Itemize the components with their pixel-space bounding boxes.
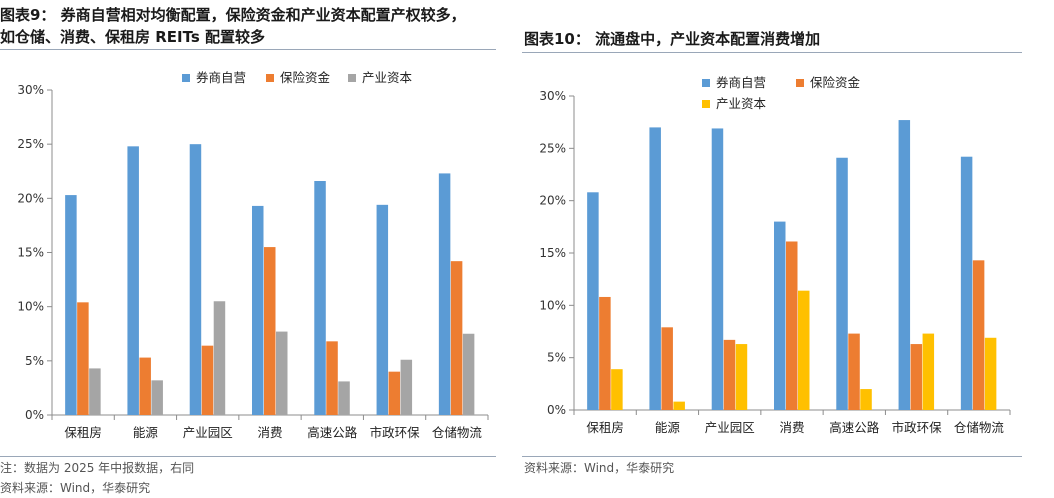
bar (264, 247, 276, 415)
chart-title-line1: 图表9： 券商自营相对均衡配置，保险资金和产业资本配置产权较多， (0, 6, 466, 24)
bar (735, 344, 748, 410)
bar (848, 333, 860, 410)
x-tick-label: 保租房 (586, 420, 624, 435)
chart-title: 图表10： 流通盘中，产业资本配置消费增加 (524, 30, 821, 48)
x-tick-label: 市政环保 (370, 425, 421, 440)
legend-swatch (702, 100, 710, 108)
bar (314, 181, 326, 415)
bar (798, 290, 810, 410)
y-tick-label: 20% (17, 191, 44, 205)
bar (213, 301, 226, 415)
bar (189, 144, 202, 415)
bar (898, 120, 911, 410)
bar (922, 333, 935, 410)
bar (972, 260, 985, 410)
bar (723, 339, 736, 410)
bar (661, 327, 673, 410)
bar (462, 333, 475, 415)
y-tick-label: 5% (25, 354, 44, 368)
y-tick-label: 5% (547, 351, 566, 365)
legend-label: 产业资本 (716, 96, 767, 111)
bar (400, 359, 413, 415)
bar (910, 344, 923, 410)
bar (673, 401, 685, 410)
bar-chart-left: 0% 5% 10% 15% 20% 25% 30% 保租房 能源 产业园区 消费 高速公路 市政环保 仓储… (17, 70, 489, 440)
chart-source: 资料来源：Wind，华泰研究 (0, 481, 151, 495)
bar (786, 241, 798, 410)
x-tick-label: 产业园区 (183, 425, 233, 440)
bar (376, 204, 389, 415)
legend-label: 保险资金 (280, 70, 331, 85)
x-tick-label: 消费 (779, 420, 804, 435)
legend-swatch (266, 74, 274, 82)
footer-divider (0, 456, 496, 457)
y-tick-label: 10% (17, 300, 44, 314)
bar-chart-right: 0% 5% 10% 15% 20% 25% 30% 保租房 能源 产业园区 消费 高速公路 市政环保 仓储… (539, 75, 1011, 435)
legend-swatch (796, 79, 804, 87)
x-tick-label: 产业园区 (705, 420, 755, 435)
chart-note: 注：数据为 2025 年中报数据，右同 (0, 461, 195, 475)
x-tick-label: 保租房 (64, 425, 102, 440)
x-tick-label: 能源 (655, 420, 681, 435)
bar (960, 156, 973, 410)
chart-panel-right: 图表10： 流通盘中，产业资本配置消费增加 0% 5% 10% 15% 20% 25% 30… (522, 0, 1054, 498)
legend-swatch (182, 74, 190, 82)
chart-source: 资料来源：Wind，华泰研究 (524, 461, 675, 475)
bar (139, 357, 151, 415)
title-divider (522, 52, 1022, 53)
bar (127, 146, 139, 416)
legend-label: 券商自营 (716, 75, 766, 90)
x-tick-label: 高速公路 (829, 420, 880, 435)
bar (201, 345, 214, 415)
bar (252, 205, 264, 415)
bar (774, 221, 786, 410)
y-tick-label: 0% (547, 403, 566, 417)
y-tick-label: 15% (539, 246, 566, 260)
legend-label: 保险资金 (810, 75, 861, 90)
chart-title-line2: 如仓储、消费、保租房 REITs 配置较多 (0, 28, 265, 46)
legend-label: 产业资本 (362, 70, 413, 85)
y-tick-label: 25% (17, 137, 44, 151)
bar (338, 381, 350, 415)
bar (65, 195, 77, 415)
bar (151, 380, 163, 415)
bar (77, 302, 89, 415)
bar (711, 128, 724, 411)
legend-swatch (702, 79, 710, 87)
x-tick-label: 消费 (257, 425, 282, 440)
bar (599, 296, 611, 410)
x-tick-label: 高速公路 (307, 425, 358, 440)
bar (89, 368, 101, 415)
bar (388, 371, 401, 415)
legend-swatch (348, 74, 356, 82)
bar (276, 331, 288, 415)
bar (836, 157, 848, 410)
bar (438, 173, 451, 415)
y-tick-label: 10% (539, 298, 566, 312)
bar (860, 389, 872, 410)
y-tick-label: 30% (539, 89, 566, 103)
bar (587, 192, 599, 410)
title-divider (0, 49, 496, 50)
bar (984, 337, 997, 410)
bar (649, 127, 661, 411)
x-tick-label: 仓储物流 (432, 425, 483, 440)
bar (450, 261, 463, 415)
y-tick-label: 25% (539, 141, 566, 155)
bar (326, 341, 338, 415)
y-tick-label: 15% (17, 246, 44, 260)
x-tick-label: 市政环保 (892, 420, 943, 435)
y-tick-label: 20% (539, 194, 566, 208)
y-tick-label: 0% (25, 408, 44, 422)
x-tick-label: 仓储物流 (954, 420, 1005, 435)
y-tick-label: 30% (17, 83, 44, 97)
bar (611, 369, 623, 410)
footer-divider (522, 456, 1022, 457)
x-tick-label: 能源 (133, 425, 159, 440)
legend-label: 券商自营 (196, 70, 246, 85)
chart-panel-left: 图表9： 券商自营相对均衡配置，保险资金和产业资本配置产权较多， 如仓储、消费、… (0, 0, 500, 498)
